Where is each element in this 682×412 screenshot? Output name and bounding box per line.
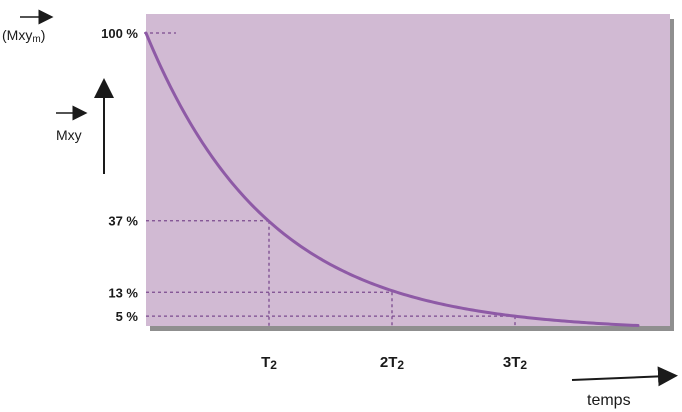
decay-curve (144, 31, 640, 328)
y-axis-label: Mxy (56, 105, 88, 143)
x-tick-labels: T2 2T2 3T2 (261, 354, 527, 372)
y-marker-label-13: 13 % (108, 285, 138, 300)
x-axis-label: temps (587, 392, 631, 409)
y-reference-label: (Mxym) (2, 9, 54, 45)
svg-text:Mxy: Mxy (56, 127, 82, 143)
x-tick-label-3: 3T2 (503, 354, 528, 372)
y-marker-labels: 100 % 37 % 13 % 5 % (101, 26, 138, 324)
guide-lines (144, 32, 516, 326)
svg-text:(Mxym): (Mxym) (2, 27, 45, 45)
y-marker-label-100: 100 % (101, 26, 138, 41)
x-tick-label-2: 2T2 (380, 354, 405, 372)
y-marker-label-5: 5 % (116, 309, 139, 324)
y-marker-label-37: 37 % (108, 214, 138, 229)
plot-area (146, 14, 670, 326)
x-axis-arrow (571, 366, 678, 387)
x-tick-label-1: T2 (261, 354, 277, 372)
